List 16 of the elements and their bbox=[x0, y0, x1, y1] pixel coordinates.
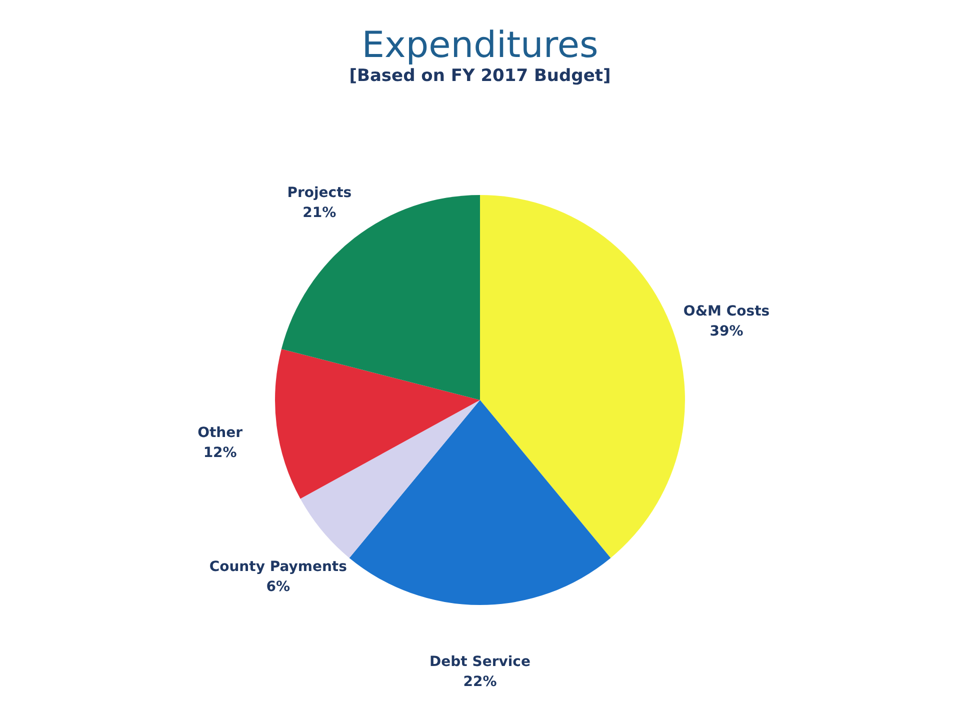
slice-label: Debt Service bbox=[430, 654, 530, 670]
pie-slice bbox=[349, 400, 611, 605]
slice-label: Projects bbox=[287, 184, 352, 201]
pie-slice bbox=[275, 349, 480, 499]
pie-slice bbox=[300, 400, 480, 558]
data-label: 12% bbox=[203, 444, 237, 461]
slice-label: Other bbox=[198, 424, 243, 441]
data-label: 6% bbox=[266, 579, 290, 596]
slice-label: County Payments bbox=[209, 559, 347, 576]
data-label: 39% bbox=[710, 323, 744, 340]
slice-label: O&M Costs bbox=[683, 303, 770, 320]
chart-title: Expenditures bbox=[362, 25, 598, 66]
chart-subtitle: [Based on FY 2017 Budget] bbox=[349, 66, 611, 86]
data-label: 22% bbox=[463, 674, 497, 690]
data-label: 21% bbox=[302, 204, 336, 221]
pie-slice bbox=[480, 195, 685, 558]
